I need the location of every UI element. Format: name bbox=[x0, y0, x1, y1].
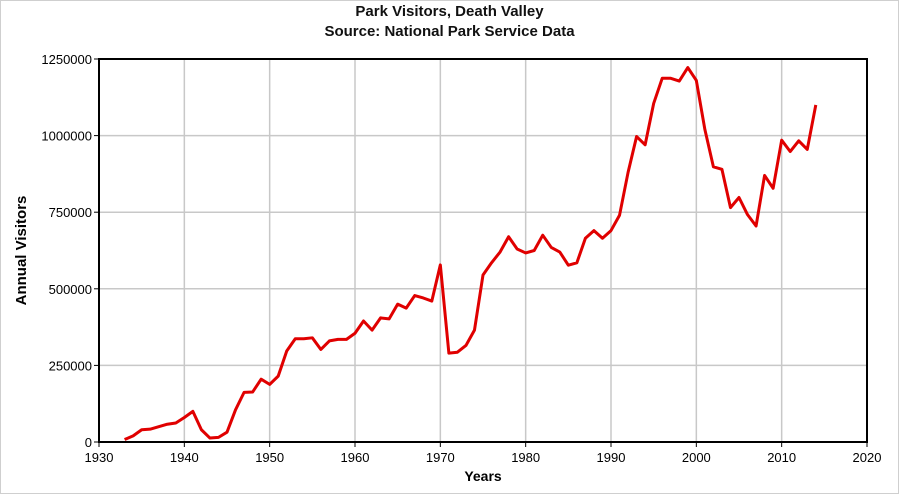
x-tick-label: 1930 bbox=[85, 450, 114, 465]
x-tick-label: 1960 bbox=[341, 450, 370, 465]
y-axis-label: Annual Visitors bbox=[13, 196, 30, 306]
y-tick-label: 0 bbox=[85, 435, 92, 450]
y-tick-label: 250000 bbox=[49, 358, 92, 373]
plot-area-border bbox=[98, 58, 868, 443]
gridlines bbox=[98, 58, 868, 443]
y-tick-label: 750000 bbox=[49, 205, 92, 220]
x-axis-ticks: 1930 1940 1950 1960 1970 1980 1990 2000 2010 2020 bbox=[85, 442, 882, 465]
x-tick-label: 1990 bbox=[597, 450, 626, 465]
x-tick-label: 2000 bbox=[682, 450, 711, 465]
x-tick-label: 1950 bbox=[255, 450, 284, 465]
chart-title: Park Visitors, Death Valley bbox=[355, 3, 544, 20]
y-tick-label: 1000000 bbox=[41, 129, 92, 144]
series-line-visitors bbox=[124, 66, 818, 441]
x-axis-label: Years bbox=[464, 468, 502, 484]
x-tick-label: 1970 bbox=[426, 450, 455, 465]
chart-subtitle: Source: National Park Service Data bbox=[324, 23, 575, 40]
x-tick-label: 2020 bbox=[853, 450, 882, 465]
x-tick-label: 2010 bbox=[767, 450, 796, 465]
y-tick-label: 500000 bbox=[49, 282, 92, 297]
chart-title-block: Park Visitors, Death Valley Source: Nati… bbox=[1, 1, 898, 42]
x-tick-label: 1940 bbox=[170, 450, 199, 465]
y-axis-ticks: 0 250000 500000 750000 1000000 1250000 bbox=[41, 52, 99, 450]
y-tick-label: 1250000 bbox=[41, 52, 92, 67]
x-tick-label: 1980 bbox=[511, 450, 540, 465]
